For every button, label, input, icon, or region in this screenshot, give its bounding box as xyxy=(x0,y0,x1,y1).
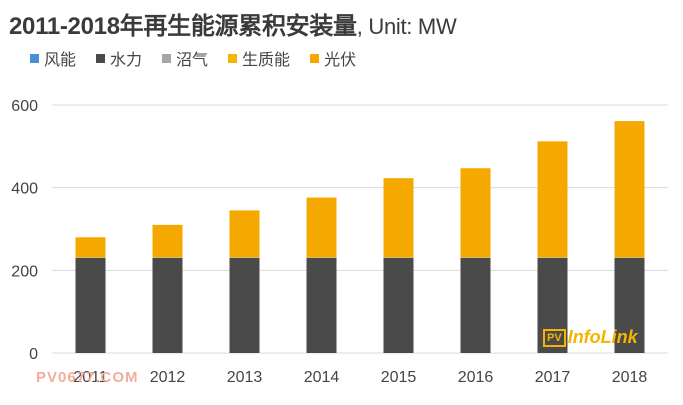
legend-swatch xyxy=(162,53,172,63)
x-tick-label: 2011 xyxy=(73,369,108,386)
legend-label: 沼气 xyxy=(176,52,209,69)
bar-segment xyxy=(306,197,337,258)
legend: 风能 水力 沼气 生质能 光伏 xyxy=(30,46,356,70)
x-tick-label: 2016 xyxy=(458,369,494,386)
legend-label: 水力 xyxy=(110,52,143,69)
bar-segment xyxy=(229,257,260,353)
bar-segment xyxy=(229,210,260,258)
legend-label: 光伏 xyxy=(324,52,357,69)
y-tick-label: 200 xyxy=(11,263,38,280)
x-tick-label: 2014 xyxy=(304,369,340,386)
x-tick-label: 2013 xyxy=(227,369,263,386)
y-tick-label: 600 xyxy=(11,98,38,115)
legend-item: 沼气 xyxy=(162,46,208,70)
legend-label: 风能 xyxy=(44,52,77,69)
bar-segment xyxy=(537,257,568,353)
legend-item: 生质能 xyxy=(228,46,290,70)
bar-segment xyxy=(460,168,491,258)
bar-segment xyxy=(614,121,645,258)
bar-segment xyxy=(306,257,337,353)
logo-pv-box: PV xyxy=(543,328,566,347)
y-tick-label: 400 xyxy=(11,181,38,198)
legend-swatch xyxy=(30,53,39,63)
bar-segment xyxy=(152,257,183,353)
chart-title: 2011-2018年再生能源累积安装量, Unit: MW xyxy=(9,6,457,41)
legend-item: 风能 xyxy=(30,46,76,70)
bar-segment xyxy=(75,257,106,353)
legend-swatch xyxy=(310,53,320,63)
bar-segment xyxy=(383,257,414,353)
watermark-left: PV0677.COM xyxy=(36,369,139,386)
x-tick-label: 2012 xyxy=(150,369,186,386)
x-tick-label: 2017 xyxy=(535,369,571,386)
title-main: 2011-2018年再生能源累积安装量 xyxy=(9,13,357,40)
bar-segment xyxy=(75,237,106,258)
y-tick-label: 0 xyxy=(29,346,38,363)
bar-segment xyxy=(614,257,645,353)
bar-segment xyxy=(152,224,183,258)
legend-swatch xyxy=(96,53,106,63)
x-tick-label: 2018 xyxy=(612,369,648,386)
title-unit: , Unit: MW xyxy=(356,14,457,39)
logo-text: InfoLink xyxy=(567,327,638,347)
x-tick-label: 2015 xyxy=(381,369,417,386)
bar-segment xyxy=(537,141,568,258)
infolink-logo: PV InfoLink xyxy=(543,327,638,348)
bar-segment xyxy=(460,257,491,353)
bar-segment xyxy=(383,178,414,258)
legend-label: 生质能 xyxy=(242,52,291,69)
legend-swatch xyxy=(228,53,238,63)
legend-item: 水力 xyxy=(96,46,142,70)
legend-item: 光伏 xyxy=(310,46,356,70)
